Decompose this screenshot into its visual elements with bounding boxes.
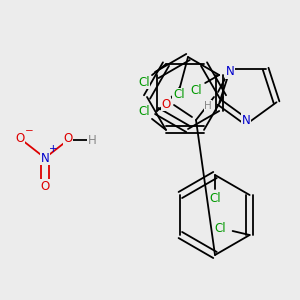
Text: N: N [40, 152, 50, 164]
Text: O: O [161, 98, 171, 110]
Text: −: − [25, 126, 33, 136]
Text: Cl: Cl [173, 88, 184, 101]
Text: +: + [49, 144, 57, 154]
Text: H: H [88, 134, 96, 146]
Text: Cl: Cl [215, 221, 226, 235]
Text: N: N [242, 113, 250, 127]
Text: Cl: Cl [209, 193, 221, 206]
Text: O: O [63, 131, 73, 145]
Text: H: H [204, 101, 212, 111]
Text: Cl: Cl [138, 105, 150, 119]
Text: O: O [15, 131, 25, 145]
Text: N: N [226, 65, 235, 78]
Text: Cl: Cl [190, 83, 202, 97]
Text: O: O [40, 179, 50, 193]
Text: Cl: Cl [138, 76, 150, 88]
